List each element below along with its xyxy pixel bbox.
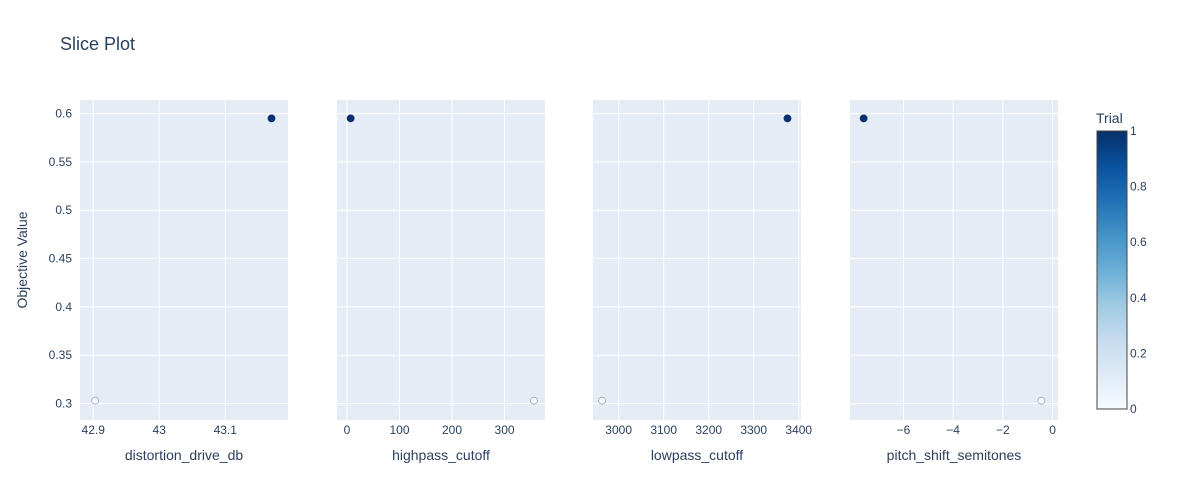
plot-background — [337, 100, 545, 420]
colorbar-tick-label: 0.2 — [1130, 346, 1147, 360]
x-tick-label: 3100 — [650, 423, 677, 437]
colorbar-tick-label: 0.4 — [1130, 291, 1147, 305]
x-tick-label: 3000 — [605, 423, 632, 437]
y-tick-label: 0.55 — [49, 155, 73, 169]
colorbar-gradient — [1096, 130, 1128, 410]
x-axis-label: lowpass_cutoff — [651, 447, 743, 463]
colorbar: Trial 0 0.2 0.4 0.6 0.8 1 — [1096, 110, 1147, 416]
x-tick-label: −6 — [897, 423, 911, 437]
panel-pitch_shift_semitones: −6 −4 −2 0 pitch_shift_semitones — [850, 100, 1058, 463]
data-point[interactable] — [598, 396, 606, 405]
data-point[interactable] — [1037, 396, 1046, 405]
x-tick-label: −4 — [946, 423, 960, 437]
x-tick-label: 0 — [1049, 423, 1056, 437]
panels: 0.3 0.35 0.4 0.45 0.5 0.55 0.6 42.9 43 43.1 distor… — [49, 100, 1058, 463]
x-tick-label: 0 — [344, 423, 351, 437]
data-point[interactable] — [91, 396, 100, 405]
x-tick-label: 200 — [442, 423, 462, 437]
x-tick-label: 3300 — [740, 423, 767, 437]
x-tick-label: 3400 — [785, 423, 812, 437]
data-point[interactable] — [530, 396, 538, 405]
colorbar-tick-label: 1 — [1130, 124, 1137, 138]
y-tick-label: 0.3 — [55, 397, 72, 411]
data-point[interactable] — [346, 114, 355, 123]
data-point[interactable] — [267, 114, 276, 123]
y-tick-label: 0.45 — [49, 252, 73, 266]
data-point[interactable] — [783, 114, 792, 123]
panel-distortion_drive_db: 0.3 0.35 0.4 0.45 0.5 0.55 0.6 42.9 43 43.1 distor… — [49, 100, 288, 463]
x-tick-label: 300 — [495, 423, 515, 437]
x-tick-label: 43 — [153, 423, 167, 437]
panel-lowpass_cutoff: 3000 3100 3200 3300 3400 lowpass_cutoff — [593, 100, 812, 463]
x-tick-label: 42.9 — [82, 423, 106, 437]
y-axis-label: Objective Value — [14, 211, 30, 308]
x-tick-label: −2 — [996, 423, 1010, 437]
x-axis-label: distortion_drive_db — [125, 447, 244, 463]
chart-title: Slice Plot — [60, 34, 135, 54]
y-tick-label: 0.5 — [55, 203, 72, 217]
y-tick-label: 0.6 — [55, 107, 72, 121]
colorbar-tick-label: 0 — [1130, 402, 1137, 416]
colorbar-tick-label: 0.8 — [1130, 180, 1147, 194]
plot-background — [593, 100, 801, 420]
x-tick-label: 43.1 — [214, 423, 238, 437]
data-point[interactable] — [859, 114, 868, 123]
x-axis-label: pitch_shift_semitones — [887, 447, 1022, 463]
x-tick-label: 3200 — [695, 423, 722, 437]
y-tick-label: 0.35 — [49, 348, 73, 362]
x-tick-label: 100 — [389, 423, 409, 437]
y-tick-label: 0.4 — [55, 300, 72, 314]
plot-background — [850, 100, 1058, 420]
colorbar-tick-label: 0.6 — [1130, 235, 1147, 249]
x-axis-label: highpass_cutoff — [392, 447, 490, 463]
panel-highpass_cutoff: 0 100 200 300 highpass_cutoff — [337, 100, 545, 463]
plot-background — [80, 100, 288, 420]
colorbar-title: Trial — [1096, 110, 1123, 126]
